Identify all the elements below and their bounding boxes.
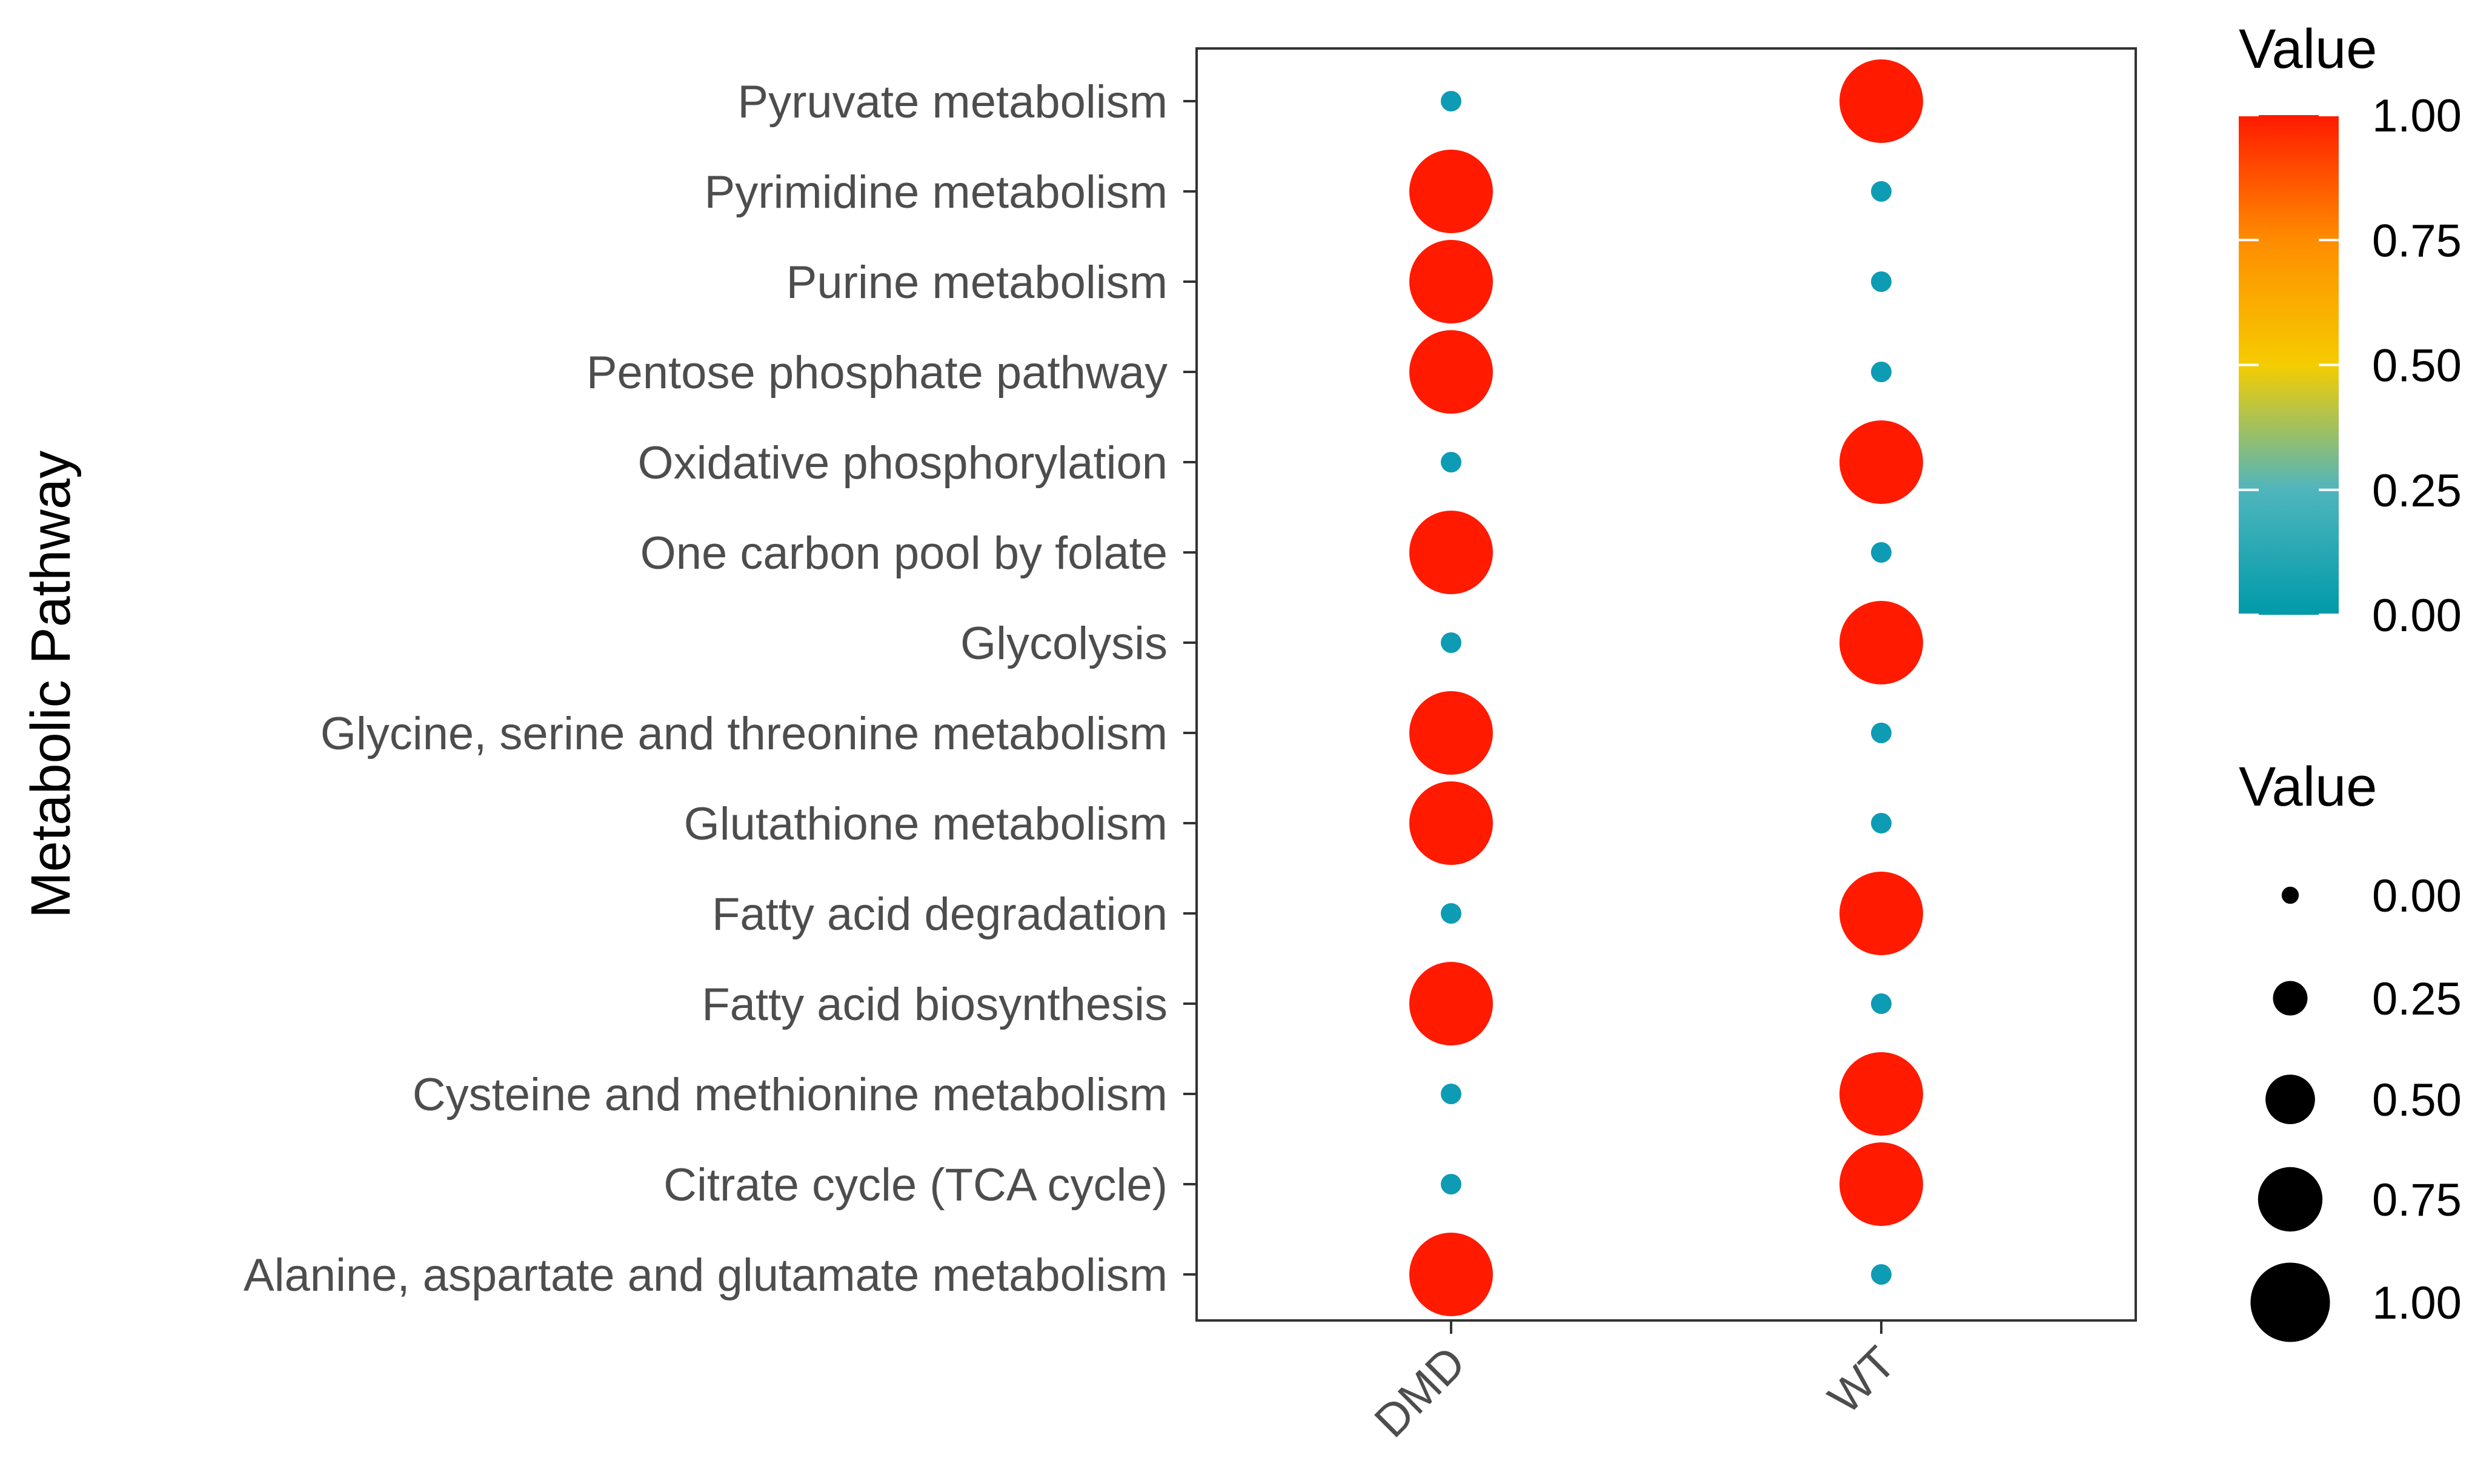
y-tick-label: Fatty acid biosynthesis — [702, 979, 1168, 1030]
y-tick-label: Glutathione metabolism — [684, 798, 1168, 850]
x-axis: DMD WT — [1365, 1320, 1906, 1447]
size-legend-label: 1.00 — [2372, 1277, 2462, 1329]
color-legend-label: 0.50 — [2372, 340, 2462, 392]
data-point-wt-7 — [1871, 723, 1892, 743]
y-tick-label: One carbon pool by folate — [640, 528, 1168, 579]
y-tick-label: Purine metabolism — [786, 257, 1168, 308]
size-legend-dot — [2265, 1075, 2315, 1124]
color-legend-label: 0.75 — [2372, 215, 2462, 267]
data-point-wt-10 — [1871, 993, 1892, 1014]
size-legend-label: 0.00 — [2372, 870, 2462, 922]
data-point-dmd-12 — [1441, 1174, 1461, 1194]
data-point-dmd-6 — [1441, 632, 1461, 653]
data-point-dmd-7 — [1409, 691, 1493, 775]
y-tick-label: Cysteine and methionine metabolism — [413, 1069, 1168, 1121]
size-legend-dot — [2258, 1167, 2323, 1232]
y-axis-title: Metabolic Pathway — [20, 451, 82, 918]
y-axis: Pyruvate metabolism Pyrimidine metabolism… — [244, 76, 1197, 1301]
data-point-wt-12 — [1839, 1142, 1923, 1226]
data-point-wt-13 — [1871, 1264, 1892, 1285]
data-point-dmd-4 — [1441, 452, 1461, 472]
data-point-dmd-3 — [1409, 330, 1493, 414]
color-legend-label: 0.00 — [2372, 590, 2462, 641]
data-point-wt-8 — [1871, 813, 1892, 833]
data-points — [1409, 59, 1923, 1316]
y-tick-label: Glycine, serine and threonine metabolism — [321, 708, 1168, 760]
size-legend-dot — [2273, 981, 2308, 1016]
color-legend-label: 1.00 — [2372, 90, 2462, 142]
size-legend-label: 0.50 — [2372, 1075, 2462, 1126]
data-point-wt-0 — [1839, 59, 1923, 143]
plot-panel — [1195, 47, 2137, 1322]
data-point-wt-1 — [1871, 181, 1892, 202]
data-point-dmd-13 — [1409, 1233, 1493, 1316]
y-tick-label: Pyruvate metabolism — [737, 76, 1168, 128]
data-point-wt-9 — [1839, 872, 1923, 955]
size-legend-dot — [2250, 1262, 2330, 1342]
size-legend: Value 0.00 0.25 0.50 0.75 1.00 — [2239, 756, 2462, 1342]
x-tick-label: DMD — [1365, 1337, 1475, 1447]
data-point-wt-11 — [1839, 1052, 1923, 1136]
y-tick-label: Pentose phosphate pathway — [586, 347, 1168, 399]
size-legend-label: 0.75 — [2372, 1174, 2462, 1226]
data-point-dmd-9 — [1441, 903, 1461, 924]
y-tick-label: Pyrimidine metabolism — [705, 167, 1168, 218]
data-point-wt-5 — [1871, 542, 1892, 563]
data-point-dmd-1 — [1409, 150, 1493, 233]
color-legend-label: 0.25 — [2372, 465, 2462, 517]
data-point-dmd-8 — [1409, 781, 1493, 865]
size-legend-title: Value — [2239, 756, 2377, 818]
size-legend-label: 0.25 — [2372, 973, 2462, 1025]
color-legend-title: Value — [2239, 18, 2377, 80]
data-point-wt-3 — [1871, 362, 1892, 382]
y-tick-label: Glycolysis — [960, 618, 1168, 669]
data-point-wt-4 — [1839, 420, 1923, 504]
y-tick-label: Oxidative phosphorylation — [637, 437, 1168, 489]
data-point-wt-6 — [1839, 601, 1923, 684]
color-legend: Value 1.00 0.75 0.50 0.25 0.00 — [2239, 18, 2462, 641]
y-tick-label: Citrate cycle (TCA cycle) — [663, 1159, 1168, 1211]
data-point-dmd-5 — [1409, 511, 1493, 594]
size-legend-dot — [2281, 886, 2299, 904]
data-point-dmd-11 — [1441, 1084, 1461, 1104]
x-tick-label: WT — [1818, 1337, 1906, 1424]
data-point-dmd-10 — [1409, 962, 1493, 1045]
y-tick-label: Alanine, aspartate and glutamate metabol… — [244, 1250, 1168, 1301]
data-point-dmd-0 — [1441, 91, 1461, 111]
data-point-dmd-2 — [1409, 240, 1493, 323]
data-point-wt-2 — [1871, 271, 1892, 292]
y-tick-label: Fatty acid degradation — [712, 889, 1168, 940]
